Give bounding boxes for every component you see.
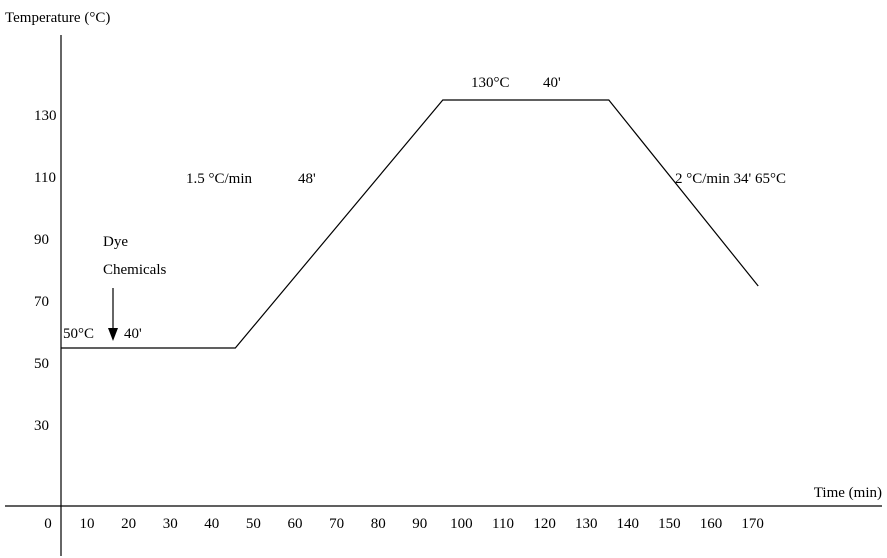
x-axis-title: Time (min) bbox=[814, 485, 882, 501]
y-tick-label: 70 bbox=[34, 294, 49, 310]
y-axis-title: Temperature (°C) bbox=[5, 10, 110, 26]
x-tick-label: 20 bbox=[121, 516, 136, 532]
y-tick-label: 110 bbox=[34, 170, 56, 186]
annotation-hold1: 40' bbox=[124, 326, 142, 342]
x-tick-label: 10 bbox=[80, 516, 95, 532]
dye-addition-arrow bbox=[108, 288, 118, 341]
y-tick-label: 130 bbox=[34, 108, 57, 124]
x-tick-label: 40 bbox=[204, 516, 219, 532]
x-tick-label: 160 bbox=[700, 516, 723, 532]
x-tick-labels: 0 10 20 30 40 50 60 70 80 90 100 110 120 130 140 150 160… bbox=[44, 516, 764, 532]
x-tick-label: 80 bbox=[371, 516, 386, 532]
y-tick-labels: 30 50 70 90 110 130 bbox=[34, 108, 57, 434]
annotation-ramp-rate: 1.5 °C/min bbox=[186, 171, 253, 187]
annotation-ramp-time: 48' bbox=[298, 171, 316, 187]
profile-vertices bbox=[61, 100, 758, 348]
annotation-peak-temp: 130°C bbox=[471, 75, 510, 91]
x-tick-label: 140 bbox=[617, 516, 640, 532]
annotation-peak-hold: 40' bbox=[543, 75, 561, 91]
x-tick-label: 90 bbox=[412, 516, 427, 532]
x-tick-label: 0 bbox=[44, 516, 52, 532]
x-tick-label: 170 bbox=[741, 516, 764, 532]
annotation-dye: Dye bbox=[103, 234, 128, 250]
annotation-chemicals: Chemicals bbox=[103, 262, 166, 278]
x-tick-label: 150 bbox=[658, 516, 681, 532]
x-tick-label: 110 bbox=[492, 516, 514, 532]
x-tick-label: 100 bbox=[450, 516, 473, 532]
x-tick-label: 120 bbox=[533, 516, 556, 532]
x-tick-label: 130 bbox=[575, 516, 598, 532]
x-tick-label: 50 bbox=[246, 516, 261, 532]
annotation-cooling: 2 °C/min 34' 65°C bbox=[675, 171, 786, 187]
x-tick-label: 70 bbox=[329, 516, 344, 532]
y-tick-label: 90 bbox=[34, 232, 49, 248]
annotation-start-temp: 50°C bbox=[63, 326, 94, 342]
x-tick-label: 30 bbox=[163, 516, 178, 532]
y-tick-label: 30 bbox=[34, 418, 49, 434]
y-tick-label: 50 bbox=[34, 356, 49, 372]
temperature-profile-line bbox=[61, 99, 759, 349]
x-tick-label: 60 bbox=[288, 516, 303, 532]
